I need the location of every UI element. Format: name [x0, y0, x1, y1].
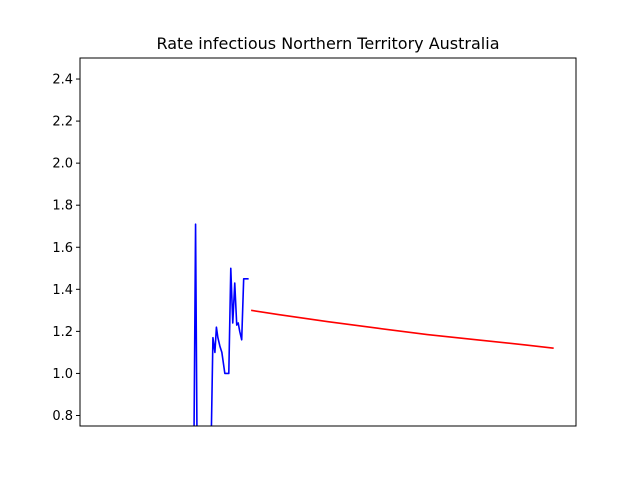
axes-frame [79, 57, 577, 427]
y-tick-label: 2.2 [52, 115, 73, 130]
y-tick-label: 1.0 [52, 367, 73, 382]
chart-title: Rate infectious Northern Territory Austr… [156, 34, 499, 53]
y-axis: 0.8 1.0 1.2 1.4 1.6 1.8 2.0 2.2 2.4 [52, 73, 80, 424]
y-tick-label: 0.8 [52, 409, 73, 424]
y-tick-label: 1.4 [52, 283, 73, 298]
y-tick-label: 1.2 [52, 325, 73, 340]
series-line-2 [250, 309, 554, 349]
y-tick-label: 1.8 [52, 199, 73, 214]
y-tick-label: 2.0 [52, 157, 73, 172]
series-line-1 [193, 223, 249, 426]
y-tick-label: 2.4 [52, 73, 73, 88]
y-tick-label: 1.6 [52, 241, 73, 256]
plot-area [193, 223, 554, 426]
